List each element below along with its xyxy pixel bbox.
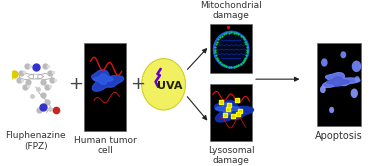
Ellipse shape (142, 59, 186, 110)
Text: Human tumor
cell: Human tumor cell (74, 136, 136, 155)
Polygon shape (327, 77, 349, 86)
Polygon shape (322, 73, 360, 87)
Text: Fluphenazine
(FPZ): Fluphenazine (FPZ) (5, 131, 66, 151)
Ellipse shape (341, 51, 346, 58)
FancyBboxPatch shape (13, 43, 59, 126)
Ellipse shape (352, 61, 361, 72)
Ellipse shape (214, 32, 248, 68)
Ellipse shape (351, 88, 358, 98)
FancyBboxPatch shape (210, 84, 252, 141)
Polygon shape (214, 100, 254, 122)
Polygon shape (92, 70, 124, 91)
FancyBboxPatch shape (84, 43, 126, 130)
Text: Mitochondrial
damage: Mitochondrial damage (200, 1, 262, 20)
Ellipse shape (355, 76, 360, 82)
FancyBboxPatch shape (317, 43, 361, 126)
Ellipse shape (329, 107, 334, 113)
Text: +: + (130, 75, 146, 93)
Text: UVA: UVA (157, 81, 183, 91)
Polygon shape (93, 74, 113, 84)
FancyBboxPatch shape (210, 24, 252, 73)
Text: +: + (68, 75, 84, 93)
Text: Lysosomal
damage: Lysosomal damage (208, 146, 254, 165)
Polygon shape (215, 103, 240, 115)
Text: Apoptosis: Apoptosis (315, 131, 363, 141)
Ellipse shape (321, 58, 328, 67)
Ellipse shape (320, 86, 326, 93)
